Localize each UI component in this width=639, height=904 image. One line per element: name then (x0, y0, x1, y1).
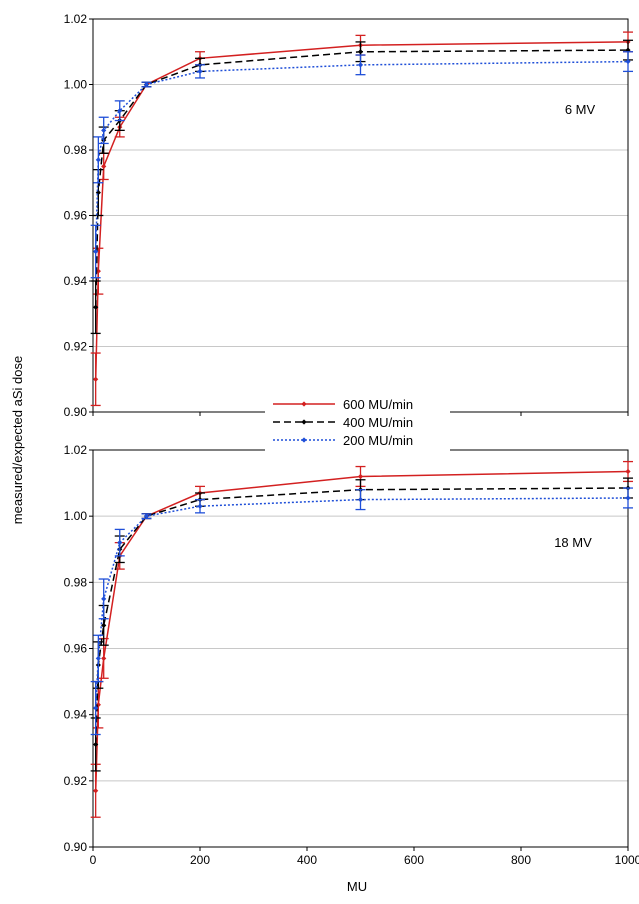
data-point (101, 163, 107, 169)
data-point (357, 473, 364, 480)
series-400-mu-min (90, 477, 633, 772)
data-point (93, 304, 99, 310)
legend-marker (301, 419, 307, 425)
data-point (101, 596, 107, 602)
series-200-mu-min (90, 487, 633, 736)
data-point (197, 68, 203, 74)
legend-label: 200 MU/min (343, 433, 413, 448)
data-point (357, 62, 364, 68)
data-point (93, 705, 99, 711)
data-point (101, 127, 107, 133)
series-600-mu-min (90, 31, 633, 407)
series-line (94, 60, 629, 252)
x-axis-title: MU (347, 879, 367, 894)
y-axis-title: measured/expected aSi dose (10, 356, 25, 524)
data-point (101, 655, 107, 662)
data-point (117, 108, 123, 114)
y-tick-label: 0.96 (64, 642, 88, 656)
series-line (94, 470, 629, 791)
series-line (94, 487, 629, 745)
panel-label: 18 MV (554, 535, 592, 550)
series-600-mu-min (90, 460, 633, 818)
data-point (197, 503, 203, 509)
legend-label: 600 MU/min (343, 397, 413, 412)
panel-1: 0.90 0.92 0.94 0.96 0.98 1.00 1.02 6 MV (64, 12, 633, 419)
panel-2: 0.90 0.92 0.94 0.96 0.98 1.00 1.02 0 200 400 600 80… (64, 443, 639, 867)
x-tick-label: 400 (297, 853, 317, 867)
data-point (625, 468, 631, 475)
y-tick-label: 0.92 (64, 774, 88, 788)
y-tick-label: 1.02 (64, 12, 88, 26)
data-point (101, 622, 107, 628)
data-point (625, 58, 631, 65)
y-tick-label: 0.90 (64, 405, 88, 419)
series-line (94, 41, 629, 380)
data-point (143, 513, 150, 519)
data-point (93, 248, 99, 255)
data-point (95, 189, 101, 196)
y-tick-label: 0.94 (64, 274, 88, 288)
y-tick-label: 0.94 (64, 708, 88, 722)
y-tick-label: 1.00 (64, 78, 88, 92)
series-line (94, 497, 629, 709)
x-tick-label: 800 (511, 853, 531, 867)
y-tick-label: 0.92 (64, 340, 88, 354)
x-tick-label: 600 (404, 853, 424, 867)
y-tick-label: 0.96 (64, 209, 88, 223)
x-tick-label: 1000 (615, 853, 639, 867)
data-point (93, 741, 99, 748)
y-tick-label: 0.98 (64, 575, 88, 589)
x-tick-label: 0 (90, 853, 97, 867)
data-point (95, 157, 101, 163)
legend-label: 400 MU/min (343, 415, 413, 430)
data-point (93, 376, 99, 382)
y-tick-label: 1.00 (64, 509, 88, 523)
legend-box (265, 393, 450, 453)
data-point (143, 81, 150, 88)
x-tick-label: 200 (190, 853, 210, 867)
data-point (95, 655, 101, 662)
data-point (357, 497, 364, 503)
y-tick-label: 0.98 (64, 143, 88, 157)
y-tick-label: 1.02 (64, 443, 88, 457)
series-200-mu-min (90, 51, 633, 279)
data-point (117, 540, 123, 546)
data-point (95, 702, 101, 708)
data-point (625, 495, 631, 501)
legend-marker (301, 437, 307, 443)
data-point (625, 47, 631, 53)
chart-panels: 0.90 0.92 0.94 0.96 0.98 1.00 1.02 6 MV 0.90 0.92… (64, 12, 639, 867)
series-line (94, 49, 629, 308)
panel-label: 6 MV (565, 102, 596, 117)
y-tick-label: 0.90 (64, 840, 88, 854)
legend-marker (301, 401, 307, 407)
data-point (357, 49, 364, 55)
legend: 600 MU/min 400 MU/min 200 MU/min (265, 393, 450, 453)
data-point (93, 788, 99, 794)
